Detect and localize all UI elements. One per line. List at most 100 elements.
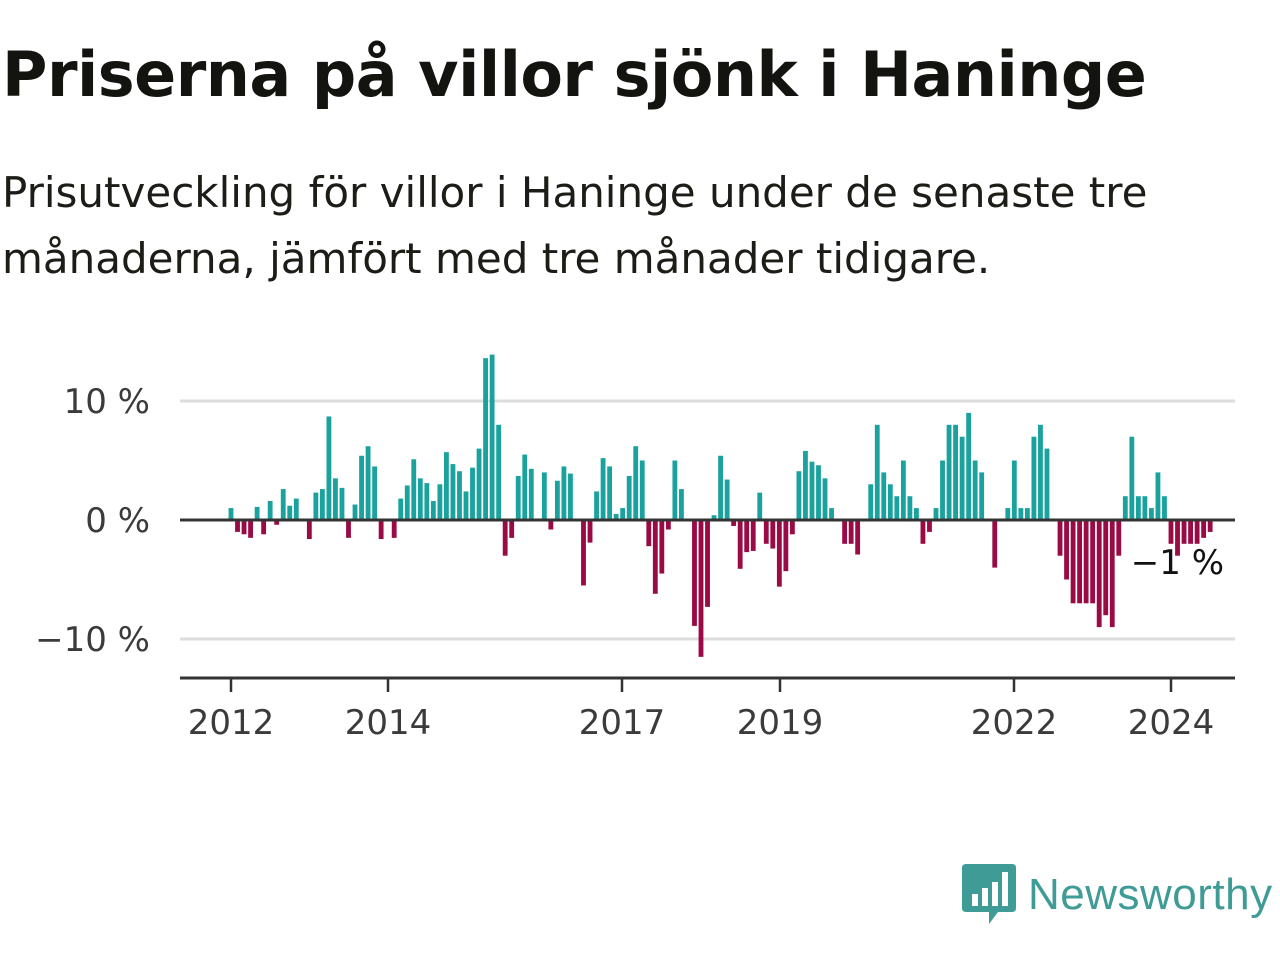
- bar: [652, 520, 658, 594]
- bar: [770, 520, 776, 549]
- bar: [698, 520, 704, 657]
- bar: [972, 460, 978, 520]
- bar: [829, 508, 834, 520]
- bar: [894, 496, 900, 520]
- bar: [1194, 520, 1200, 544]
- bar: [789, 520, 795, 535]
- bar: [633, 446, 639, 520]
- bar: [1083, 520, 1089, 604]
- bar: [528, 468, 534, 520]
- bar: [1135, 496, 1141, 520]
- bar: [450, 464, 456, 520]
- bar: [293, 498, 299, 520]
- bar: [1168, 520, 1174, 544]
- bar: [372, 466, 378, 520]
- bar: [1057, 520, 1063, 556]
- x-tick-label: 2019: [737, 703, 824, 743]
- bar: [816, 465, 821, 520]
- bar: [822, 478, 828, 520]
- bar: [228, 508, 234, 520]
- bar: [724, 479, 730, 520]
- bar: [953, 424, 958, 520]
- bar-series: [228, 354, 1213, 657]
- bar: [581, 520, 586, 586]
- bar: [665, 520, 671, 530]
- bar: [391, 520, 397, 538]
- bar: [692, 520, 697, 626]
- bar: [261, 520, 267, 535]
- bar: [489, 354, 495, 520]
- chart-subtitle: Prisutveckling för villor i Haninge unde…: [2, 168, 1148, 283]
- bar: [235, 520, 240, 532]
- bar: [378, 520, 384, 540]
- bar: [626, 475, 632, 520]
- newsworthy-bar-chart-icon: [962, 864, 1016, 924]
- bar: [470, 467, 475, 520]
- bar: [274, 520, 280, 525]
- bar: [757, 492, 763, 520]
- bar: [1038, 424, 1043, 520]
- bar: [809, 461, 815, 520]
- bar: [1031, 436, 1037, 520]
- bar: [1129, 436, 1135, 520]
- bar: [1142, 496, 1148, 520]
- bar: [254, 506, 260, 520]
- bar: [430, 500, 436, 520]
- bar: [711, 515, 717, 520]
- bar: [646, 520, 652, 547]
- x-tick-label: 2014: [345, 703, 432, 743]
- bar: [437, 484, 443, 520]
- bar: [522, 454, 528, 520]
- bar: [424, 483, 430, 520]
- bar: [966, 412, 972, 520]
- bar: [483, 358, 488, 520]
- bar: [992, 520, 998, 568]
- bar: [1122, 496, 1128, 520]
- bar: [306, 520, 312, 540]
- bar: [940, 460, 945, 520]
- bar: [1162, 496, 1167, 520]
- bar: [907, 496, 913, 520]
- chart-title: Priserna på villor sjönk i Haninge: [2, 38, 1147, 111]
- bar: [1024, 508, 1030, 520]
- bar: [1096, 520, 1102, 628]
- bar: [1018, 508, 1024, 520]
- bar: [1005, 508, 1011, 520]
- bar: [548, 520, 554, 530]
- bar: [509, 520, 515, 538]
- bar: [933, 508, 939, 520]
- bar: [763, 520, 769, 544]
- bar: [672, 460, 678, 520]
- bar: [705, 520, 710, 607]
- bar: [1155, 472, 1161, 520]
- bar: [613, 514, 619, 520]
- x-tick-label: 2022: [971, 703, 1058, 743]
- bar: [737, 520, 743, 569]
- bar: [1109, 520, 1115, 628]
- newsworthy-logo: Newsworthy: [962, 862, 1273, 928]
- bar: [855, 520, 861, 555]
- bar: [561, 466, 567, 520]
- bar: [659, 520, 665, 574]
- bar: [241, 520, 247, 535]
- bar: [313, 492, 319, 520]
- bar: [267, 500, 273, 520]
- bar: [554, 480, 560, 520]
- gridlines: [180, 399, 1235, 641]
- bar-chart: 10 % 0 % −10 % 2012 2014 2017 2019 2022 2024 −1 %: [35, 354, 1235, 743]
- bar: [359, 455, 364, 520]
- bar: [607, 466, 613, 520]
- bar: [476, 448, 482, 520]
- bar: [1207, 520, 1213, 532]
- bar: [457, 471, 462, 520]
- x-tick-label: 2012: [188, 703, 275, 743]
- bar: [920, 520, 926, 544]
- bar: [1103, 520, 1109, 616]
- tick-labels: 10 % 0 % −10 % 2012 2014 2017 2019 2022 2024 −1 %: [35, 382, 1224, 743]
- bar: [594, 491, 599, 520]
- bar: [463, 491, 469, 520]
- bar: [620, 508, 626, 520]
- bar: [326, 416, 332, 520]
- bar: [639, 460, 645, 520]
- bar: [411, 459, 417, 520]
